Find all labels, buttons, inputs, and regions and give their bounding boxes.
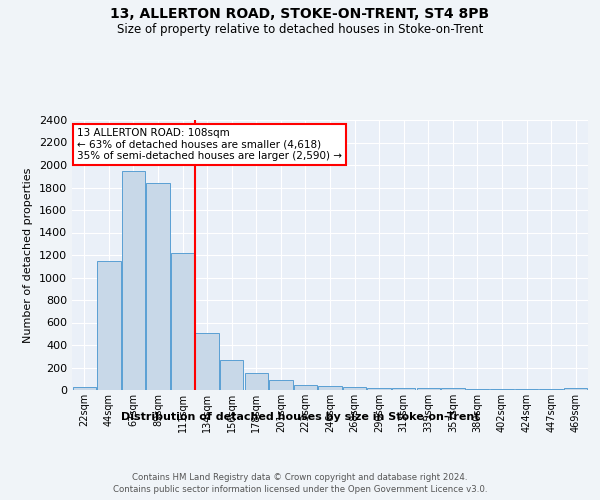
Text: Contains public sector information licensed under the Open Government Licence v3: Contains public sector information licen… (113, 485, 487, 494)
Text: Distribution of detached houses by size in Stoke-on-Trent: Distribution of detached houses by size … (121, 412, 479, 422)
Text: 13 ALLERTON ROAD: 108sqm
← 63% of detached houses are smaller (4,618)
35% of sem: 13 ALLERTON ROAD: 108sqm ← 63% of detach… (77, 128, 342, 162)
Bar (97, 260, 121, 390)
Bar (466, 389, 489, 390)
Bar (367, 388, 391, 390)
Bar (564, 388, 587, 390)
Bar (171, 253, 194, 390)
Bar (269, 380, 293, 390)
Text: Size of property relative to detached houses in Stoke-on-Trent: Size of property relative to detached ho… (117, 22, 483, 36)
Bar (343, 387, 366, 390)
Bar (196, 332, 219, 390)
Text: Contains HM Land Registry data © Crown copyright and database right 2024.: Contains HM Land Registry data © Crown c… (132, 472, 468, 482)
Bar (319, 386, 341, 390)
Y-axis label: Number of detached properties: Number of detached properties (23, 168, 34, 342)
Bar (220, 360, 244, 390)
Bar (294, 385, 317, 390)
Text: 13, ALLERTON ROAD, STOKE-ON-TRENT, ST4 8PB: 13, ALLERTON ROAD, STOKE-ON-TRENT, ST4 8… (110, 8, 490, 22)
Bar (416, 388, 440, 390)
Bar (146, 183, 170, 390)
Bar (441, 388, 464, 390)
Bar (122, 170, 145, 390)
Bar (392, 388, 415, 390)
Bar (73, 386, 96, 390)
Bar (490, 389, 514, 390)
Bar (245, 372, 268, 390)
